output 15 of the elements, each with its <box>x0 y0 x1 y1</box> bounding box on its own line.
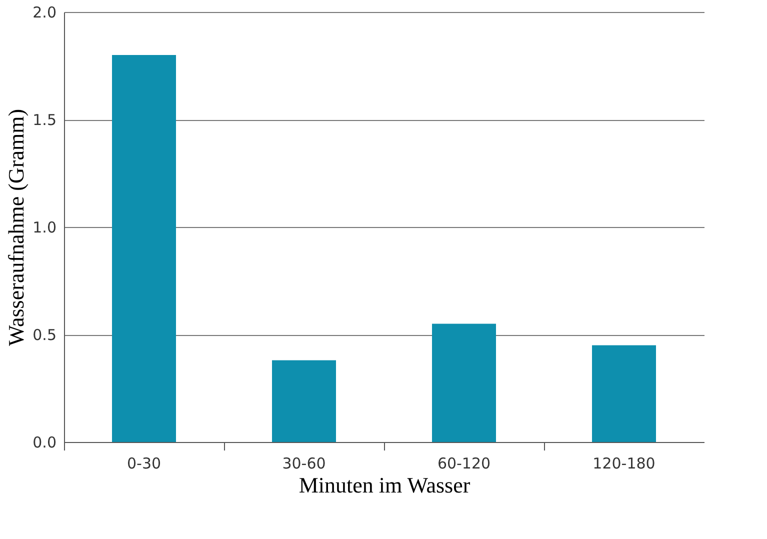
bar <box>432 324 496 442</box>
x-tick-label: 0-30 <box>126 454 162 472</box>
x-tick-label: 120-180 <box>592 454 656 472</box>
y-tick-label: 0.5 <box>32 326 56 344</box>
x-tick-label: 30-60 <box>282 454 326 472</box>
y-axis-title: Wasseraufnahme (Gramm) <box>4 108 29 346</box>
y-tick-label: 0.0 <box>32 434 56 452</box>
bar <box>112 55 176 442</box>
y-tick-label: 1.0 <box>32 218 56 236</box>
bar <box>592 345 656 442</box>
bar <box>272 360 336 442</box>
x-tick-label: 60-120 <box>437 454 491 472</box>
x-axis-title: Minuten im Wasser <box>298 472 471 498</box>
y-tick-label: 1.5 <box>32 111 56 129</box>
y-tick-label: 2.0 <box>32 4 56 22</box>
